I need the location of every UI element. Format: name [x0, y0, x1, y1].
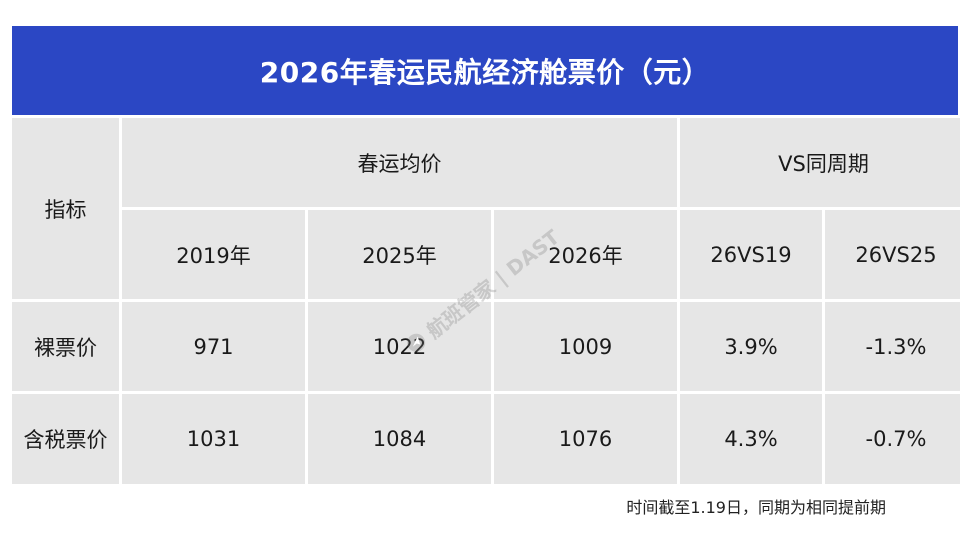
table-cell: 4.3% [680, 394, 822, 484]
fare-table: 指标 春运均价 VS同周期 2019年 2025年 2026年 26VS19 2… [12, 118, 960, 488]
header-col-26vs19: 26VS19 [680, 210, 822, 299]
header-avg-group: 春运均价 [122, 118, 677, 207]
row-label-tax-fare: 含税票价 [12, 394, 119, 484]
header-indicator: 指标 [12, 118, 119, 299]
table-cell: 1031 [122, 394, 305, 484]
table-cell: -0.7% [825, 394, 960, 484]
table-cell: 1084 [308, 394, 491, 484]
table-cell: 1022 [308, 302, 491, 391]
header-vs-group: VS同周期 [680, 118, 960, 207]
footnote: 时间截至1.19日，同期为相同提前期 [626, 498, 886, 517]
table-cell: -1.3% [825, 302, 960, 391]
header-col-2025: 2025年 [308, 210, 491, 299]
header-col-2019: 2019年 [122, 210, 305, 299]
row-label-base-fare: 裸票价 [12, 302, 119, 391]
header-col-2026: 2026年 [494, 210, 677, 299]
header-col-26vs25: 26VS25 [825, 210, 960, 299]
table-cell: 3.9% [680, 302, 822, 391]
table-cell: 1009 [494, 302, 677, 391]
table-title: 2026年春运民航经济舱票价（元） [12, 26, 958, 115]
table-cell: 971 [122, 302, 305, 391]
table-cell: 1076 [494, 394, 677, 484]
